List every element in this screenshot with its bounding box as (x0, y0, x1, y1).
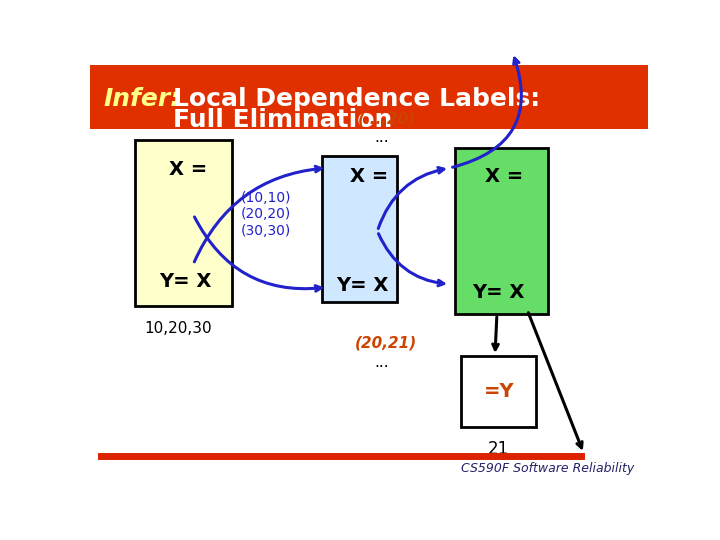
Text: Infer:: Infer: (104, 87, 181, 111)
Text: Full Elimination: Full Elimination (173, 108, 392, 132)
Text: CS590F Software Reliability: CS590F Software Reliability (461, 462, 634, 475)
Text: (...,20): (...,20) (358, 111, 416, 126)
FancyBboxPatch shape (461, 356, 536, 427)
Text: Y= X: Y= X (472, 283, 524, 302)
FancyBboxPatch shape (322, 156, 397, 302)
Text: (20,21): (20,21) (355, 336, 418, 351)
Text: ...: ... (374, 355, 390, 369)
Text: 10,20,30: 10,20,30 (145, 321, 212, 336)
Text: X =: X = (485, 167, 523, 186)
Text: Y= X: Y= X (337, 276, 389, 295)
FancyBboxPatch shape (456, 148, 548, 314)
FancyBboxPatch shape (135, 140, 233, 306)
Text: Y= X: Y= X (159, 272, 212, 291)
Text: Local Dependence Labels:: Local Dependence Labels: (173, 87, 540, 111)
Text: X =: X = (168, 160, 207, 179)
Text: X =: X = (350, 167, 389, 186)
FancyBboxPatch shape (90, 65, 648, 129)
Text: =Y: =Y (483, 382, 514, 401)
Text: ...: ... (374, 130, 390, 145)
Text: (10,10)
(20,20)
(30,30): (10,10) (20,20) (30,30) (240, 191, 291, 238)
Text: 21: 21 (488, 441, 509, 458)
